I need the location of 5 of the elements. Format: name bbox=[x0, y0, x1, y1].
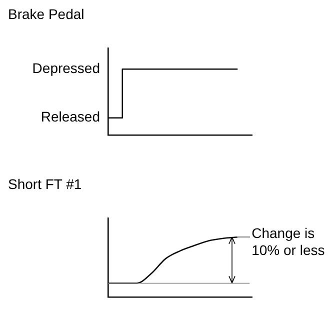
text: Depressed bbox=[32, 60, 100, 76]
chart-title: Short FT #1 bbox=[8, 176, 82, 192]
text: Change is 10% or less bbox=[252, 225, 326, 260]
text: Released bbox=[40, 108, 100, 125]
chart-title: Brake Pedal bbox=[8, 6, 84, 22]
